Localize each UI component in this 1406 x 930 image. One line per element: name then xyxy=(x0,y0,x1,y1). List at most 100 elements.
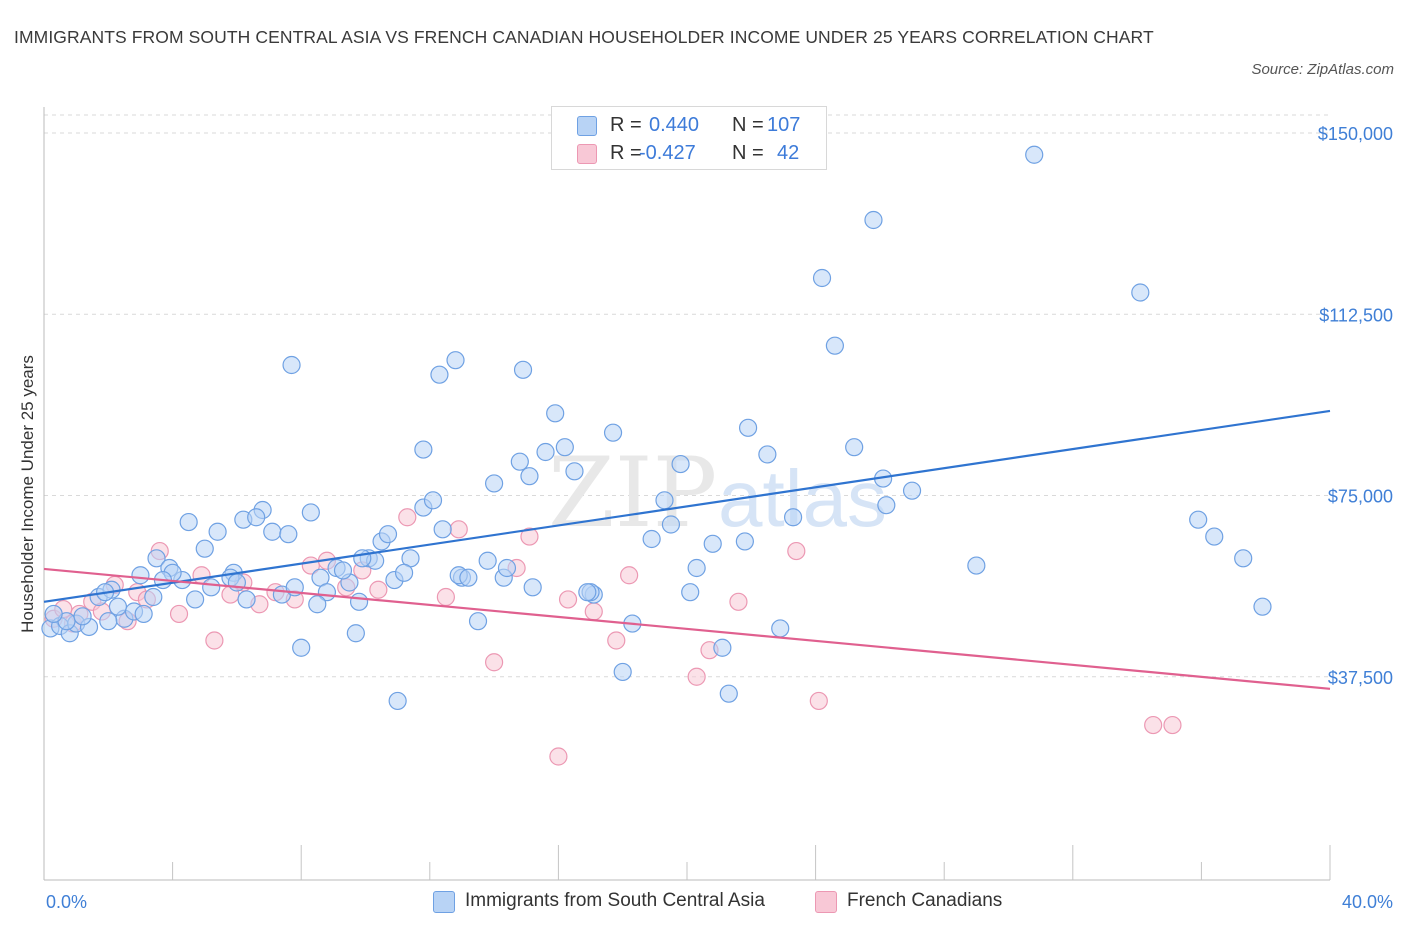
watermark-zip: ZIP xyxy=(548,437,717,549)
point-immigrants xyxy=(353,549,372,568)
point-immigrants xyxy=(459,568,478,587)
point-immigrants xyxy=(967,556,986,575)
point-french-canadians xyxy=(520,527,539,546)
chart-source: Source: ZipAtlas.com xyxy=(1251,61,1394,78)
point-immigrants xyxy=(603,423,623,442)
point-immigrants xyxy=(433,520,452,539)
point-immigrants xyxy=(1131,283,1150,302)
y-tick-label: $75,000 xyxy=(1328,487,1393,507)
point-french-canadians xyxy=(584,602,603,621)
point-immigrants xyxy=(783,508,803,527)
x-tick-label-min: 0.0% xyxy=(46,892,87,912)
point-immigrants xyxy=(195,539,214,558)
point-immigrants xyxy=(247,508,266,527)
point-immigrants xyxy=(134,604,153,624)
point-immigrants xyxy=(655,491,674,510)
point-immigrants xyxy=(1205,527,1224,546)
point-french-canadians xyxy=(558,590,578,609)
point-immigrants xyxy=(661,515,681,534)
point-immigrants xyxy=(536,442,555,462)
point-french-canadians xyxy=(369,580,388,599)
point-immigrants xyxy=(485,474,504,493)
watermark: ZIP atlas xyxy=(548,437,887,549)
point-immigrants xyxy=(681,583,700,602)
r-label: R = xyxy=(610,114,642,136)
point-immigrants xyxy=(812,268,832,288)
point-immigrants xyxy=(44,604,63,624)
point-immigrants xyxy=(864,210,883,230)
legend-label-immigrants: Immigrants from South Central Asia xyxy=(465,890,765,911)
legend-swatch-blue xyxy=(577,116,597,136)
point-french-canadians xyxy=(169,604,189,624)
point-immigrants xyxy=(1253,597,1272,616)
point-immigrants xyxy=(555,438,574,457)
point-immigrants xyxy=(877,496,896,515)
point-immigrants xyxy=(147,549,166,568)
legend-swatch-pink xyxy=(577,144,597,164)
point-immigrants xyxy=(346,624,365,643)
r-label: R = xyxy=(610,142,642,164)
point-french-canadians xyxy=(787,541,806,561)
point-french-canadians xyxy=(1163,715,1182,735)
point-immigrants xyxy=(1189,510,1208,529)
series-immigrants-south-central-asia xyxy=(41,145,1272,711)
point-immigrants xyxy=(546,404,565,423)
point-immigrants xyxy=(279,525,298,544)
point-french-canadians xyxy=(607,631,626,650)
point-immigrants xyxy=(703,534,722,553)
point-immigrants xyxy=(446,351,465,370)
y-tick-label: $37,500 xyxy=(1328,668,1393,688)
chart-title: IMMIGRANTS FROM SOUTH CENTRAL ASIA VS FR… xyxy=(14,27,1154,47)
point-immigrants xyxy=(613,662,632,682)
point-french-canadians xyxy=(449,520,468,539)
r-value: 0.440 xyxy=(649,114,700,136)
point-immigrants xyxy=(758,445,777,464)
point-french-canadians xyxy=(549,747,568,766)
n-label: N = xyxy=(732,142,764,164)
point-immigrants xyxy=(642,529,661,549)
trend-lines xyxy=(43,409,1331,690)
point-immigrants xyxy=(578,583,597,602)
n-value: 107 xyxy=(767,114,801,136)
point-immigrants xyxy=(378,525,398,544)
point-immigrants xyxy=(430,365,449,384)
point-immigrants xyxy=(131,566,150,585)
n-label: N = xyxy=(732,114,764,136)
point-immigrants xyxy=(333,561,353,580)
point-french-canadians xyxy=(687,667,706,686)
point-immigrants xyxy=(282,355,301,375)
point-immigrants xyxy=(186,590,205,609)
point-immigrants xyxy=(308,595,327,614)
point-immigrants xyxy=(292,638,311,657)
point-immigrants xyxy=(738,418,758,437)
point-french-canadians xyxy=(398,508,417,527)
point-french-canadians xyxy=(205,631,224,650)
tick-labels: $37,500 $75,000 $112,500 $150,000 0.0% 40.0% xyxy=(46,124,1393,912)
point-immigrants xyxy=(388,691,407,711)
point-immigrants xyxy=(414,440,433,459)
point-immigrants xyxy=(845,438,864,457)
point-immigrants xyxy=(713,638,732,657)
trend-line-immigrants xyxy=(43,409,1331,603)
point-immigrants xyxy=(468,612,488,631)
point-immigrants xyxy=(565,462,584,481)
point-french-canadians xyxy=(1144,715,1163,735)
point-immigrants xyxy=(237,590,256,609)
axes xyxy=(43,107,1331,881)
point-french-canadians xyxy=(436,587,455,607)
point-immigrants xyxy=(510,452,529,471)
point-french-canadians xyxy=(620,566,639,585)
point-immigrants xyxy=(179,512,198,532)
point-immigrants xyxy=(520,467,539,486)
point-immigrants xyxy=(902,481,922,500)
y-tick-label: $112,500 xyxy=(1319,305,1393,325)
y-tick-label: $150,000 xyxy=(1318,124,1393,144)
point-immigrants xyxy=(108,597,128,616)
point-french-canadians xyxy=(809,691,828,711)
point-immigrants xyxy=(202,578,221,597)
point-immigrants xyxy=(1234,549,1253,568)
point-immigrants xyxy=(771,619,790,638)
point-immigrants xyxy=(513,360,533,379)
r-value: -0.427 xyxy=(639,142,696,164)
